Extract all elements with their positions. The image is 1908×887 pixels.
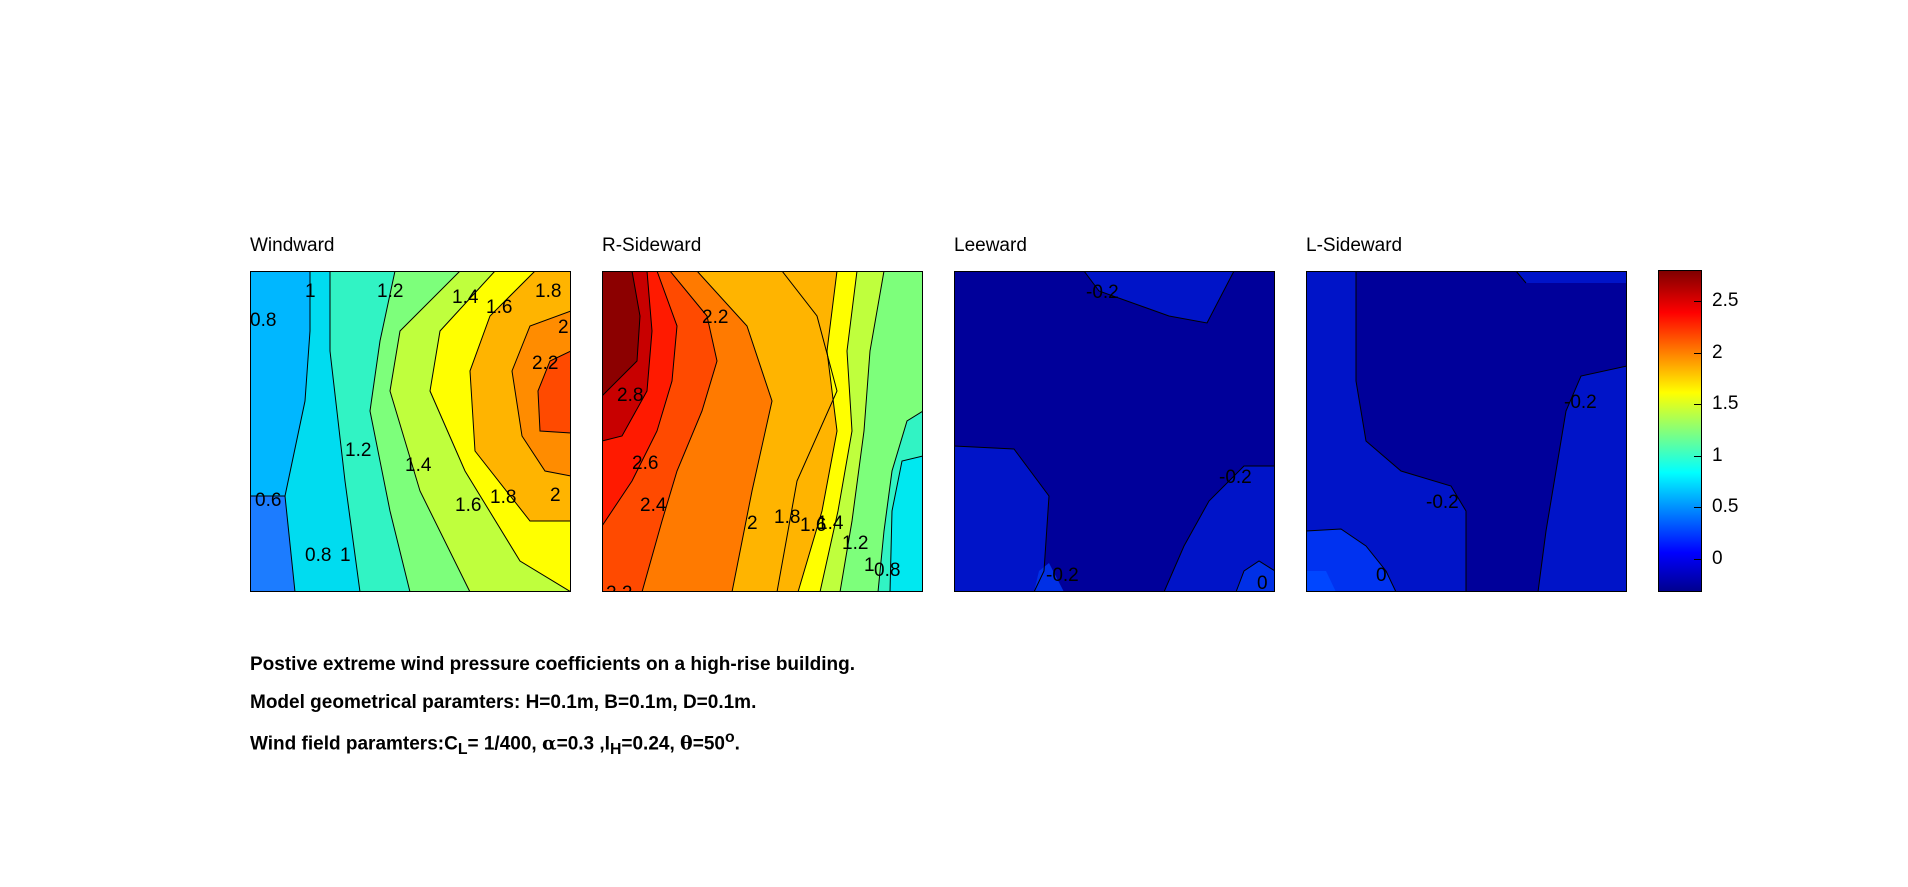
contour-band bbox=[1306, 571, 1336, 592]
caption-text: =0.3 ,I bbox=[556, 733, 610, 755]
colorbar-tick-label: 1 bbox=[1712, 444, 1723, 466]
contour-label: 0 bbox=[1376, 565, 1387, 586]
contour-label: 1.6 bbox=[455, 495, 481, 516]
contour-band bbox=[250, 496, 295, 592]
contour-band bbox=[1164, 466, 1275, 592]
contour-label: 1.8 bbox=[535, 281, 561, 302]
contour-band bbox=[1084, 271, 1234, 323]
panel-title: Leeward bbox=[954, 235, 1027, 256]
colorbar-tick bbox=[1694, 352, 1701, 354]
caption-line-2: Model geometrical paramters: H=0.1m, B=0… bbox=[250, 692, 757, 713]
contour-band bbox=[390, 271, 571, 592]
plot-frame bbox=[954, 271, 1275, 592]
plot-frame bbox=[250, 271, 571, 592]
caption-line-3: Wind field paramters:CL= 1/400, α=0.3 ,I… bbox=[250, 729, 740, 759]
contour-label: 1.2 bbox=[345, 440, 371, 461]
r-sideward-panel: R-Sideward 2.2 2.8 2.6 2.4 bbox=[602, 235, 923, 592]
colorbar-tick bbox=[1694, 559, 1701, 561]
colorbar-tick-label: 2.5 bbox=[1712, 289, 1739, 311]
contour-label: -0.2 bbox=[1046, 565, 1079, 586]
plot-frame bbox=[602, 271, 923, 592]
colorbar-tick bbox=[1694, 455, 1701, 457]
contour-labels: -0.2 -0.2 0 bbox=[1376, 392, 1597, 586]
colorbar-tick-label: 2 bbox=[1712, 341, 1723, 363]
colorbar-tick bbox=[1694, 300, 1701, 302]
contour-label: 1.2 bbox=[377, 281, 403, 302]
colorbar-gradient bbox=[1658, 270, 1702, 592]
windward-panel: Windward 0.8 1 1.2 1.4 1.6 1 bbox=[250, 235, 571, 592]
contour-band bbox=[954, 446, 1049, 592]
contour-label: -0.2 bbox=[1086, 282, 1119, 303]
contour-label: 0.6 bbox=[255, 490, 281, 511]
contour-label: 2.2 bbox=[702, 307, 728, 328]
contour-label: -0.2 bbox=[1426, 492, 1459, 513]
contour-label: 1.4 bbox=[452, 287, 479, 308]
caption-text: . bbox=[734, 733, 740, 755]
contour-label: 1.6 bbox=[486, 297, 512, 318]
contour-label: 2.8 bbox=[617, 385, 643, 406]
contour-label: 1 bbox=[305, 281, 316, 302]
contour-labels: 0.8 1 1.2 1.4 1.6 1.8 2 2.2 1.2 1.4 0.6 … bbox=[250, 281, 569, 566]
l-sideward-panel: L-Sideward -0.2 -0.2 0 bbox=[1306, 235, 1627, 592]
contour-label: -0.2 bbox=[1219, 467, 1252, 488]
l-sideward-contour-plot: -0.2 -0.2 0 bbox=[1306, 271, 1627, 592]
contour-band bbox=[285, 271, 360, 592]
panel-title: L-Sideward bbox=[1306, 235, 1403, 256]
caption-line-1: Postive extreme wind pressure coefficien… bbox=[250, 654, 855, 675]
plot-frame bbox=[1306, 271, 1627, 592]
contour-labels: -0.2 -0.2 -0.2 0 bbox=[1046, 282, 1268, 592]
contour-band bbox=[1356, 271, 1627, 592]
contour-label: 1 bbox=[340, 545, 351, 566]
contour-label: 0.8 bbox=[305, 545, 331, 566]
contour-band bbox=[890, 456, 923, 592]
leeward-contour-plot: -0.2 -0.2 -0.2 0 bbox=[954, 271, 1275, 592]
contour-label: 1 bbox=[864, 555, 875, 576]
degree-superscript: o bbox=[724, 729, 735, 746]
contour-label: 0.8 bbox=[874, 560, 900, 581]
contour-label: 2.4 bbox=[640, 495, 667, 516]
contour-label: 2.6 bbox=[632, 453, 658, 474]
contour-label: 1.8 bbox=[490, 487, 516, 508]
contour-label: 1.4 bbox=[817, 513, 844, 534]
contour-label: 2 bbox=[550, 485, 561, 506]
contour-label: 1.8 bbox=[774, 507, 800, 528]
caption-subscript: L bbox=[457, 741, 468, 759]
contour-band bbox=[370, 271, 470, 592]
contour-label: 1.2 bbox=[842, 533, 868, 554]
colorbar-tick-label: 0 bbox=[1712, 548, 1723, 570]
contour-band bbox=[1034, 563, 1064, 592]
leeward-panel: Leeward -0.2 -0.2 -0.2 0 bbox=[954, 235, 1275, 592]
caption-text: Wind field paramters:C bbox=[250, 733, 458, 755]
alpha-symbol: α bbox=[541, 732, 557, 755]
contour-label: 1.6 bbox=[800, 515, 826, 536]
colorbar-tick bbox=[1694, 507, 1701, 509]
contour-band bbox=[602, 271, 640, 396]
contour-band bbox=[430, 271, 571, 592]
windward-contour-plot: 0.8 1 1.2 1.4 1.6 1.8 2 2.2 1.2 1.4 0.6 … bbox=[250, 271, 571, 592]
contour-label: 1.4 bbox=[405, 455, 432, 476]
colorbar-tick-label: 1.5 bbox=[1712, 393, 1739, 415]
contour-labels: 2.2 2.8 2.6 2.4 2 1.8 1.6 1.4 1.2 1 0.8 … bbox=[606, 307, 900, 592]
caption-subscript: H bbox=[609, 741, 622, 759]
contour-band bbox=[1236, 561, 1275, 592]
r-sideward-contour-plot: 2.2 2.8 2.6 2.4 2 1.8 1.6 1.4 1.2 1 0.8 … bbox=[602, 271, 923, 592]
contour-label: 2.2 bbox=[606, 583, 632, 592]
caption-text: = 1/400, bbox=[467, 733, 542, 755]
contour-label: 2 bbox=[747, 513, 758, 534]
contour-label: 0.8 bbox=[250, 310, 276, 331]
contour-label: 2.2 bbox=[532, 353, 558, 374]
panel-title: R-Sideward bbox=[602, 235, 702, 256]
caption-text: =50 bbox=[692, 733, 725, 755]
contour-label: 2 bbox=[558, 317, 569, 338]
colorbar-tick bbox=[1694, 404, 1701, 406]
panel-title: Windward bbox=[250, 235, 335, 256]
caption-text: =0.24, bbox=[621, 733, 681, 755]
contour-label: 0 bbox=[1257, 573, 1268, 592]
colorbar: 0 0.5 1 1.5 2 2.5 bbox=[1658, 270, 1738, 592]
contour-label: -0.2 bbox=[1564, 392, 1597, 413]
colorbar-tick-label: 0.5 bbox=[1712, 496, 1739, 518]
theta-symbol: θ bbox=[680, 732, 693, 755]
